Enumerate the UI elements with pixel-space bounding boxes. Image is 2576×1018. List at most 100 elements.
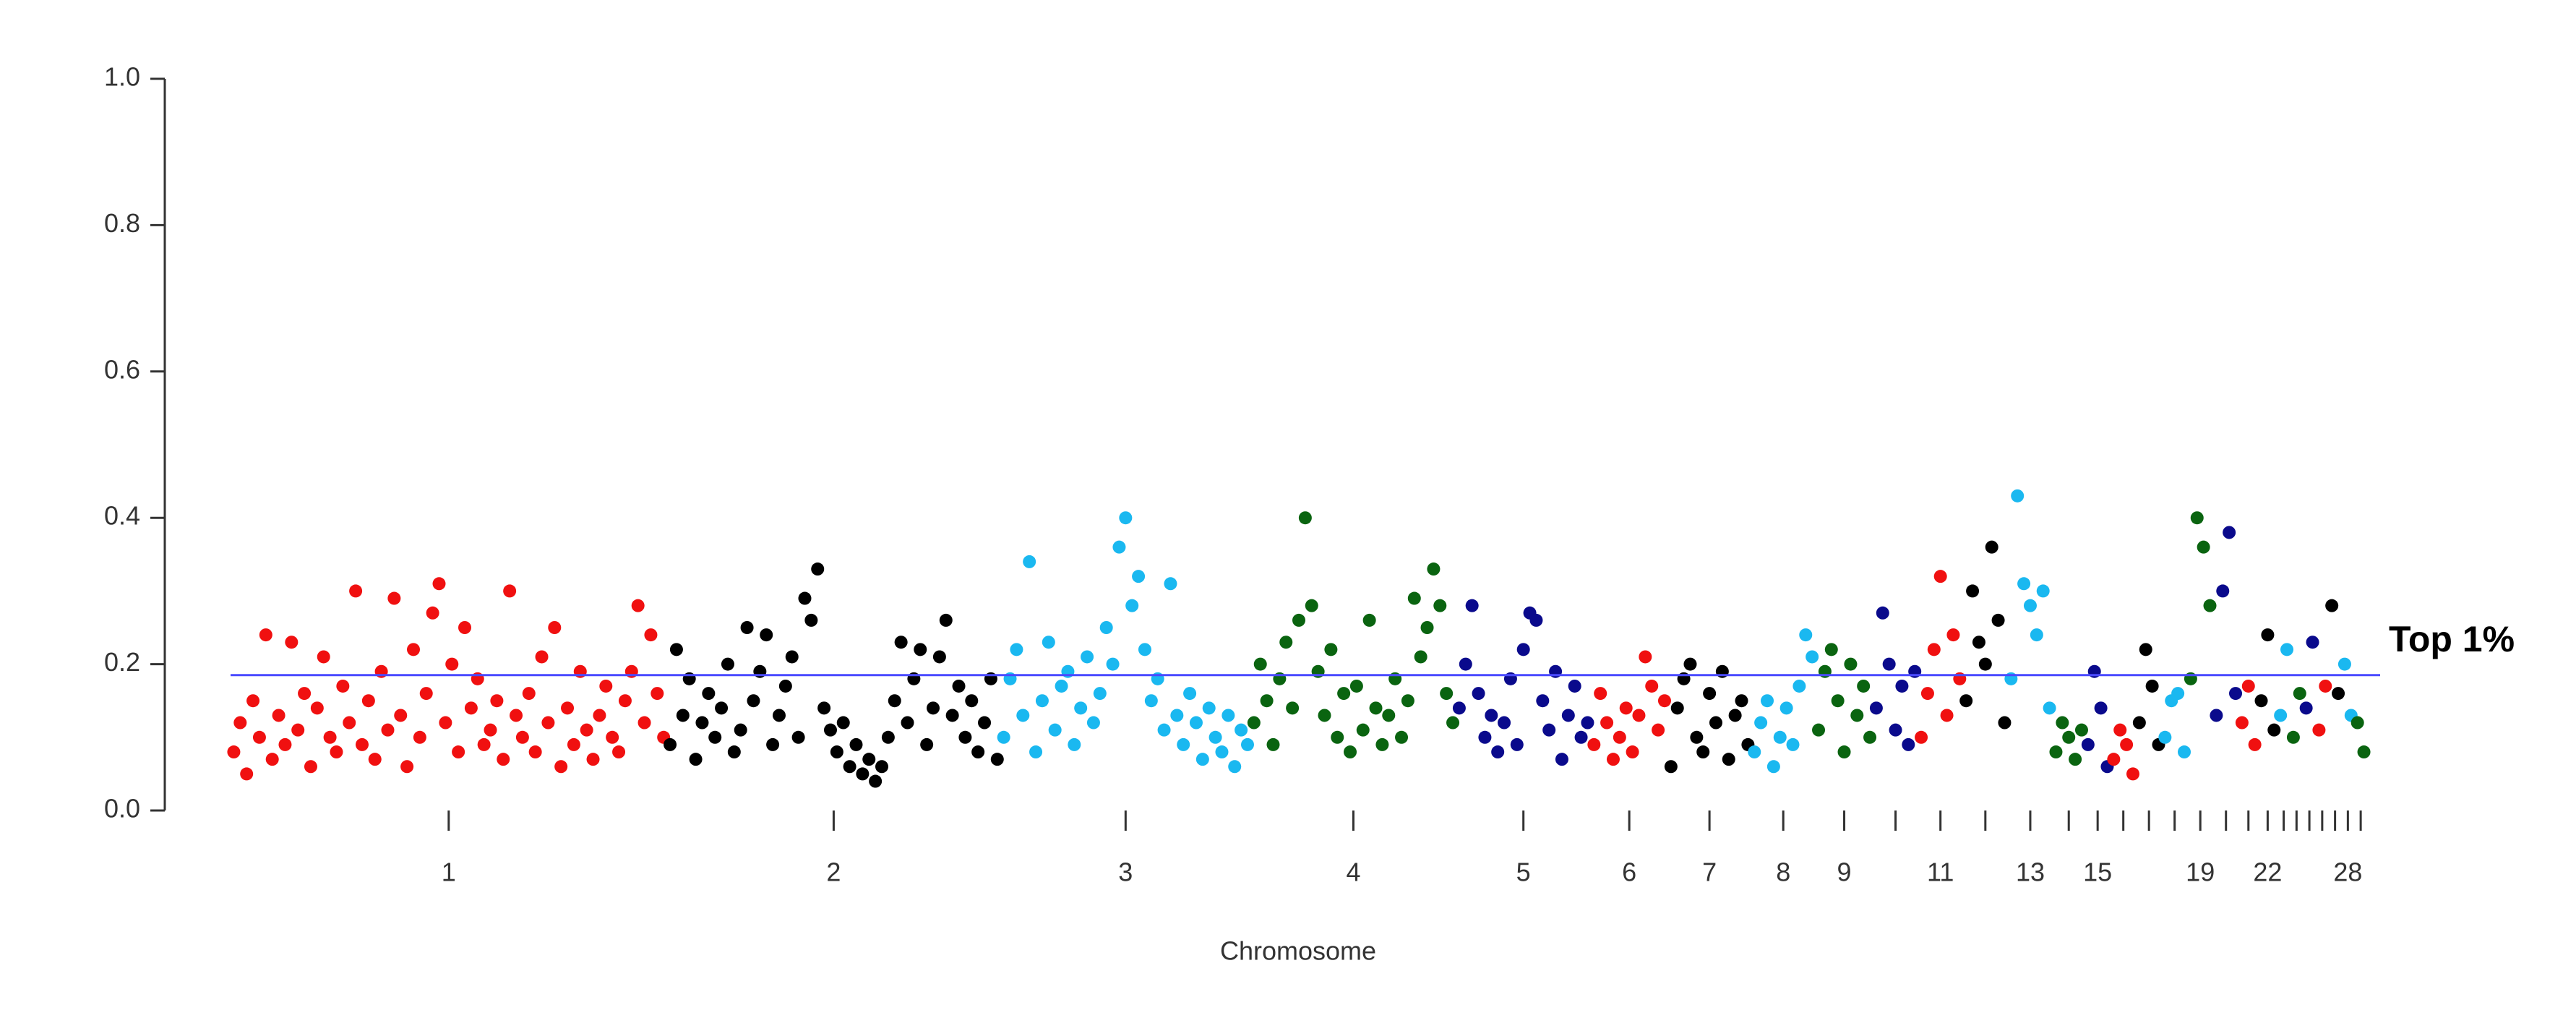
snp-point <box>856 767 870 781</box>
snp-point <box>2036 584 2050 598</box>
snp-point <box>291 723 305 737</box>
snp-point <box>2306 636 2319 649</box>
snp-point <box>1202 701 1216 715</box>
snp-point <box>689 753 703 766</box>
snp-point <box>1863 730 1877 744</box>
snp-point <box>1478 730 1492 744</box>
snp-point <box>1920 687 1934 701</box>
snp-point <box>1600 716 1614 730</box>
snp-point <box>708 730 722 744</box>
x-tick-label: 6 <box>1622 857 1636 887</box>
snp-point <box>1748 745 1761 759</box>
snp-point <box>1452 701 1466 715</box>
x-tick-label: 2 <box>826 857 841 887</box>
snp-point <box>1927 643 1941 656</box>
snp-point <box>2023 599 2037 612</box>
snp-point <box>1799 628 1813 642</box>
snp-point <box>580 723 593 737</box>
snp-point <box>664 737 677 751</box>
snp-point <box>272 709 285 722</box>
snp-point <box>259 628 272 642</box>
snp-point <box>772 709 786 722</box>
snp-point <box>2248 737 2262 751</box>
snp-point <box>2107 753 2121 766</box>
snp-point <box>1420 621 1434 634</box>
snp-point <box>2332 687 2345 701</box>
snp-point <box>1318 709 1331 722</box>
snp-point <box>997 730 1010 744</box>
snp-point <box>522 687 536 701</box>
snp-point <box>740 621 754 634</box>
snp-point <box>323 730 337 744</box>
snp-point <box>1824 643 1838 656</box>
snp-point <box>1645 679 1659 693</box>
snp-point <box>927 701 940 715</box>
snp-point <box>1472 687 1485 701</box>
snp-point <box>1157 723 1171 737</box>
snp-point <box>1696 745 1710 759</box>
snp-point <box>1959 694 1973 708</box>
snp-point <box>1305 599 1318 612</box>
snp-point <box>1670 701 1684 715</box>
snp-point <box>252 730 266 744</box>
snp-point <box>445 657 459 671</box>
snp-point <box>567 737 580 751</box>
x-tick-label: 1 <box>442 857 456 887</box>
snp-point <box>1029 745 1043 759</box>
snp-point <box>1344 745 1357 759</box>
snp-point <box>2120 737 2134 751</box>
snp-point <box>1125 599 1139 612</box>
y-tick-label: 1.0 <box>104 62 140 92</box>
snp-point <box>343 716 356 730</box>
snp-point <box>1857 679 1871 693</box>
snp-point <box>1459 657 1472 671</box>
snp-point <box>1433 599 1447 612</box>
snp-point <box>2293 687 2306 701</box>
snp-point <box>1485 709 1498 722</box>
snp-point <box>978 716 992 730</box>
snp-point <box>368 753 382 766</box>
snp-point <box>2030 628 2043 642</box>
snp-point <box>1331 730 1344 744</box>
snp-point <box>2062 730 2076 744</box>
snp-point <box>515 730 529 744</box>
x-tick-label: 19 <box>2186 857 2215 887</box>
snp-point <box>1465 599 1479 612</box>
snp-point <box>1972 636 1985 649</box>
snp-point <box>1177 737 1190 751</box>
snp-point <box>836 716 850 730</box>
snp-point <box>778 679 792 693</box>
snp-point <box>830 745 843 759</box>
snp-point <box>606 730 619 744</box>
x-tick-label: 22 <box>2253 857 2282 887</box>
snp-point <box>2126 767 2139 781</box>
snp-point <box>2203 599 2217 612</box>
snp-point <box>1587 737 1601 751</box>
snp-point <box>1023 555 1036 568</box>
snp-point <box>2357 745 2371 759</box>
x-tick-label: 7 <box>1702 857 1717 887</box>
snp-point <box>1170 709 1184 722</box>
snp-point <box>1516 643 1530 656</box>
snp-point <box>1895 679 1909 693</box>
snp-point <box>1902 737 1915 751</box>
snp-point <box>330 745 343 759</box>
snp-point <box>2132 716 2146 730</box>
snp-point <box>785 650 799 664</box>
snp-point <box>1081 650 1094 664</box>
snp-point <box>464 701 478 715</box>
snp-point <box>336 679 350 693</box>
snp-point <box>1574 730 1588 744</box>
snp-point <box>227 745 241 759</box>
snp-point <box>1292 613 1305 627</box>
snp-point <box>1208 730 1222 744</box>
snp-point <box>760 628 773 642</box>
snp-point <box>1594 687 1607 701</box>
snp-point <box>631 599 645 612</box>
snp-point <box>355 737 369 751</box>
snp-point <box>1298 511 1312 525</box>
snp-point <box>715 701 729 715</box>
snp-point <box>894 636 908 649</box>
snp-point <box>458 621 472 634</box>
snp-point <box>1882 657 1896 671</box>
